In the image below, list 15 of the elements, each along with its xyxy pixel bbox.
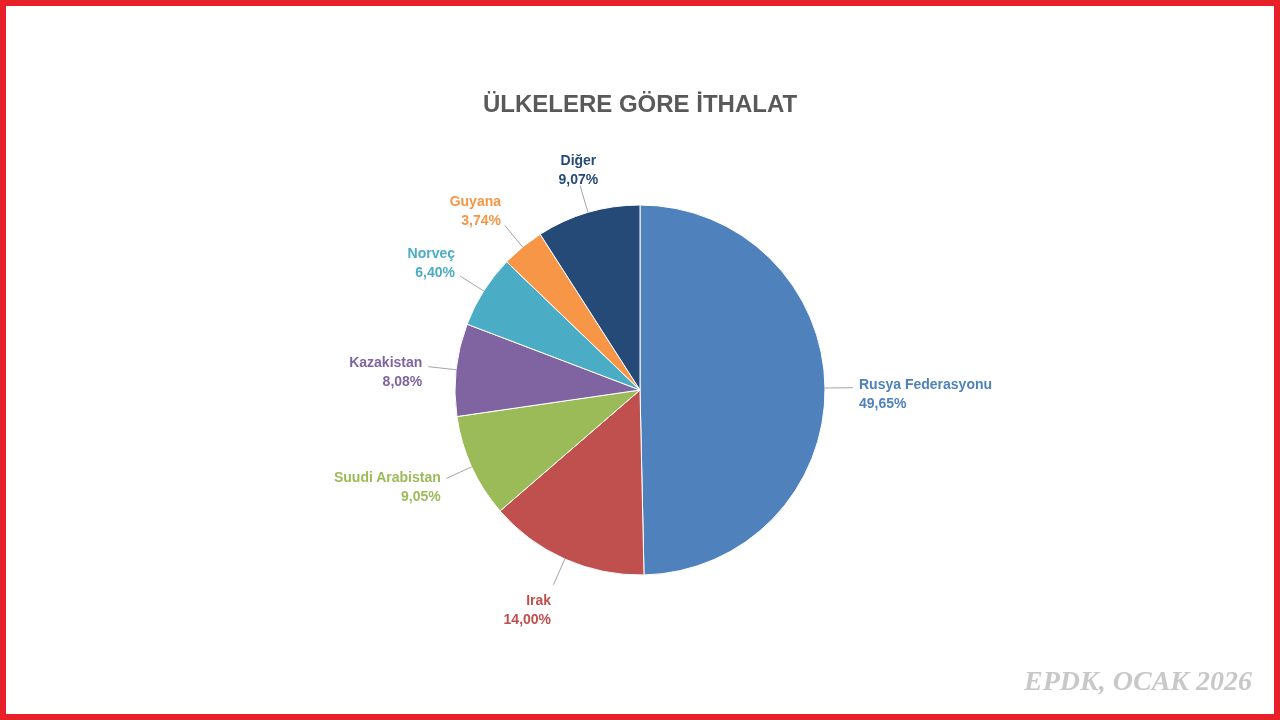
data-label: 49,65% (858, 394, 908, 411)
data-label: 9,05% (401, 488, 442, 505)
data-label: 3,74% (461, 211, 502, 228)
slice-label: Suudi Arabistan (333, 469, 441, 486)
data-label: 9,07% (558, 170, 599, 187)
slice-label: Diğer (560, 152, 597, 169)
chart-title: ÜLKELERE GÖRE İTHALAT (482, 90, 798, 117)
slice-label: Kazakistan (349, 354, 423, 371)
data-label: 8,08% (382, 373, 423, 390)
slice-label: Guyana (449, 192, 502, 209)
slice-label: Norveç (407, 244, 456, 261)
slice-label: Irak (526, 592, 552, 609)
slice-label: Rusya Federasyonu (858, 375, 993, 392)
data-label: 14,00% (503, 611, 552, 628)
data-label: 6,40% (415, 263, 456, 280)
